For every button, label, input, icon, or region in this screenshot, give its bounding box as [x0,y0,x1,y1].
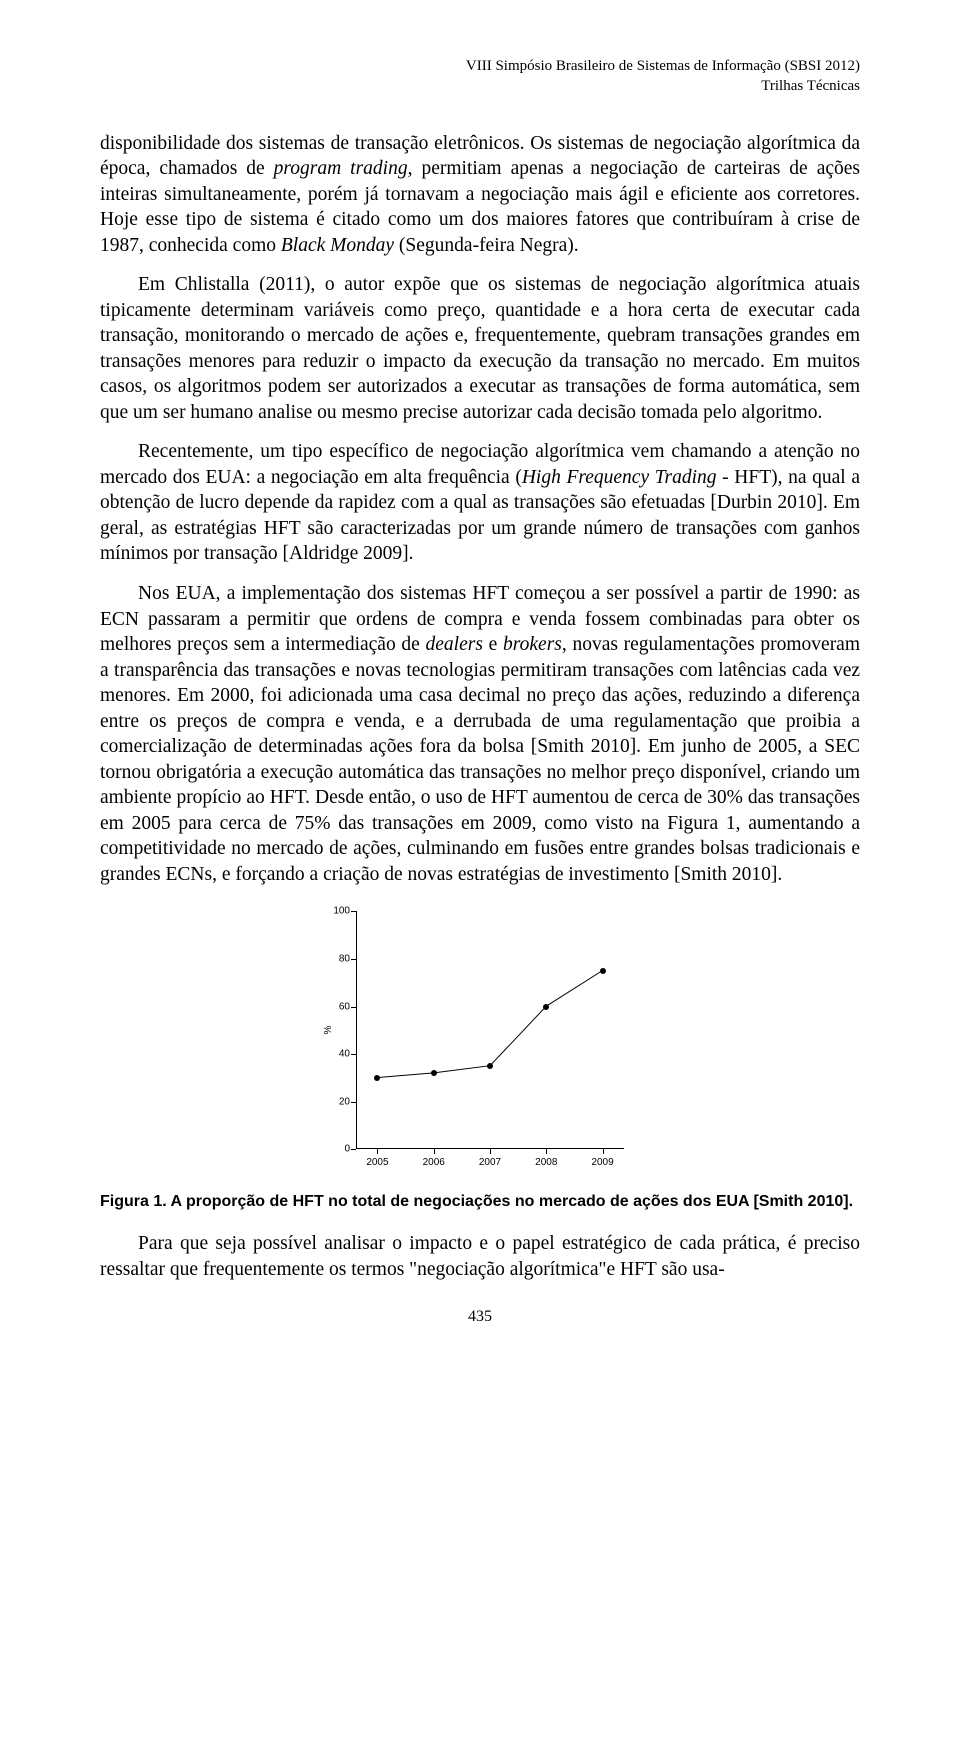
running-header-line2: Trilhas Técnicas [100,76,860,96]
chart-point [600,968,606,974]
running-header-line1: VIII Simpósio Brasileiro de Sistemas de … [100,56,860,76]
chart-point [374,1075,380,1081]
figure-1-caption: Figura 1. A proporção de HFT no total de… [100,1191,860,1213]
chart-point [487,1063,493,1069]
running-header: VIII Simpósio Brasileiro de Sistemas de … [100,56,860,97]
line-chart: 020406080100%20052006200720082009 [320,901,640,1181]
paragraph-5: Para que seja possível analisar o impact… [100,1231,860,1282]
figure-1: 020406080100%20052006200720082009 [100,901,860,1181]
chart-line [320,901,640,1181]
paragraph-4: Nos EUA, a implementação dos sistemas HF… [100,581,860,887]
chart-point [543,1004,549,1010]
paragraph-2: Em Chlistalla (2011), o autor expõe que … [100,272,860,425]
chart-point [431,1070,437,1076]
page-number: 435 [100,1308,860,1326]
page: VIII Simpósio Brasileiro de Sistemas de … [0,0,960,1371]
paragraph-1: disponibilidade dos sistemas de transaçã… [100,131,860,259]
paragraph-3: Recentemente, um tipo específico de nego… [100,439,860,567]
